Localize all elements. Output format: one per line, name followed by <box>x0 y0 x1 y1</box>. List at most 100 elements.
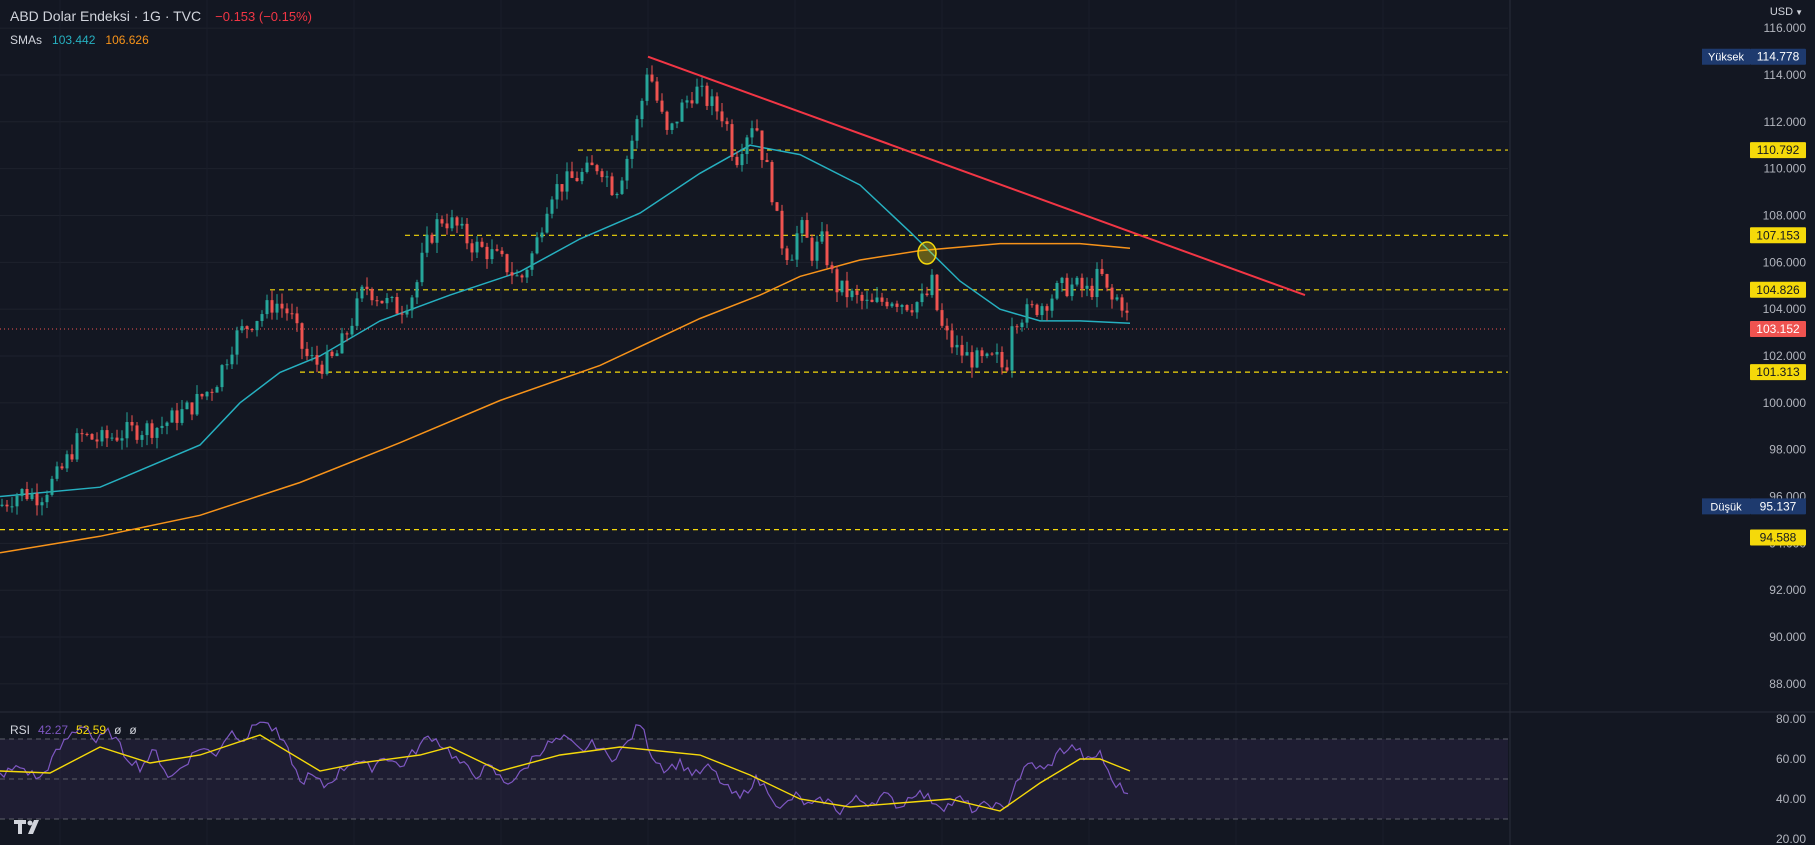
candle-body <box>260 314 264 322</box>
candle-body <box>130 422 134 426</box>
candle-body <box>970 352 974 368</box>
candle-body <box>1080 277 1084 289</box>
candle-body <box>660 100 664 112</box>
candle-body <box>540 232 544 238</box>
candle-body <box>115 437 119 441</box>
candle-body <box>730 124 734 157</box>
candle-body <box>580 171 584 182</box>
sma-slow-value: 106.626 <box>105 33 149 47</box>
candle-body <box>555 184 559 200</box>
price-label-box <box>1750 529 1806 546</box>
sma-slow-line <box>0 242 1131 554</box>
candle-body <box>400 313 404 315</box>
candle-body <box>735 156 739 166</box>
candle-body <box>535 237 539 254</box>
candle-body <box>300 323 304 349</box>
candle-body <box>395 296 399 314</box>
symbol-legend[interactable]: ABD Dolar Endeksi · 1G · TVC −0.153 (−0.… <box>10 8 312 24</box>
price-label-tag-box <box>1702 498 1750 515</box>
candle-body <box>40 502 44 506</box>
candle-body <box>95 439 99 442</box>
candle-body <box>955 344 959 348</box>
candle-body <box>935 274 939 311</box>
candle-body <box>140 435 144 440</box>
sma-fast-value: 103.442 <box>52 33 96 47</box>
candle-body <box>835 269 839 293</box>
candle-body <box>415 282 419 298</box>
candle-body <box>975 350 979 368</box>
candle-body <box>635 119 639 141</box>
candle-body <box>470 243 474 253</box>
candle-body <box>560 184 564 192</box>
candle-body <box>160 425 164 428</box>
candle-body <box>805 220 809 238</box>
candle-body <box>55 466 59 479</box>
price-tick-label: 112.000 <box>1764 115 1807 129</box>
sma-legend[interactable]: SMAs 103.442 106.626 <box>10 33 149 47</box>
price-tick-label: 106.000 <box>1763 255 1807 269</box>
currency-selector[interactable]: USD ▼ <box>1770 6 1803 18</box>
candle-body <box>1045 306 1049 311</box>
candle-body <box>880 297 884 302</box>
candle-body <box>180 409 184 423</box>
candle-body <box>920 293 924 303</box>
candle-body <box>380 300 384 304</box>
rsi-legend[interactable]: RSI 42.27 52.59 ø ø <box>10 723 137 737</box>
candle-body <box>425 234 429 253</box>
price-label-value: 94.588 <box>1760 531 1797 545</box>
candle-body <box>280 303 284 309</box>
candle-body <box>985 353 989 357</box>
candle-body <box>1100 268 1104 275</box>
price-label-value: 103.152 <box>1756 322 1800 336</box>
candle-body <box>210 391 214 393</box>
candle-body <box>250 328 254 331</box>
candle-body <box>960 344 964 356</box>
candle-body <box>720 111 724 122</box>
candle-body <box>65 454 69 469</box>
candle-body <box>1065 277 1069 297</box>
candle-body <box>810 237 814 261</box>
candle-body <box>510 272 514 276</box>
candle-body <box>770 162 774 203</box>
candle-body <box>345 333 349 335</box>
candle-body <box>1070 284 1074 297</box>
candle-body <box>475 241 479 253</box>
candle-body <box>20 488 24 496</box>
price-label-box <box>1750 498 1806 515</box>
candle-body <box>205 391 209 397</box>
candle-body <box>450 217 454 229</box>
candle-body <box>850 290 854 298</box>
candle-body <box>915 302 919 313</box>
candle-body <box>980 350 984 357</box>
candle-body <box>1115 297 1119 300</box>
candle-body <box>295 313 299 324</box>
price-tick-label: 92.000 <box>1769 583 1806 597</box>
price-label-box <box>1750 321 1806 338</box>
candle-body <box>5 504 9 507</box>
candle-body <box>85 433 89 435</box>
candle-body <box>875 297 879 302</box>
price-labels: 114.778 Yüksek 110.792 107.153 104.826 103.15… <box>1702 48 1806 546</box>
candle-body <box>895 303 899 307</box>
candle-body <box>100 430 104 442</box>
candle-body <box>845 280 849 298</box>
price-label-value: 95.137 <box>1760 499 1797 513</box>
candle-body <box>695 86 699 104</box>
symbol-title: ABD Dolar Endeksi · 1G · TVC <box>10 8 202 24</box>
candle-body <box>315 355 319 365</box>
candle-body <box>830 265 834 270</box>
rsi-tick-label: 60.00 <box>1776 752 1806 766</box>
price-label-box <box>1750 281 1806 298</box>
candle-body <box>335 353 339 357</box>
candle-body <box>255 321 259 331</box>
candle-body <box>930 274 934 296</box>
rsi-line <box>0 721 1129 816</box>
chevron-down-icon: ▼ <box>1795 7 1803 17</box>
rsi-pane <box>0 721 1508 820</box>
candle-body <box>35 493 39 506</box>
candle-body <box>145 423 149 436</box>
candle-body <box>590 162 594 166</box>
candle-body <box>625 158 629 181</box>
